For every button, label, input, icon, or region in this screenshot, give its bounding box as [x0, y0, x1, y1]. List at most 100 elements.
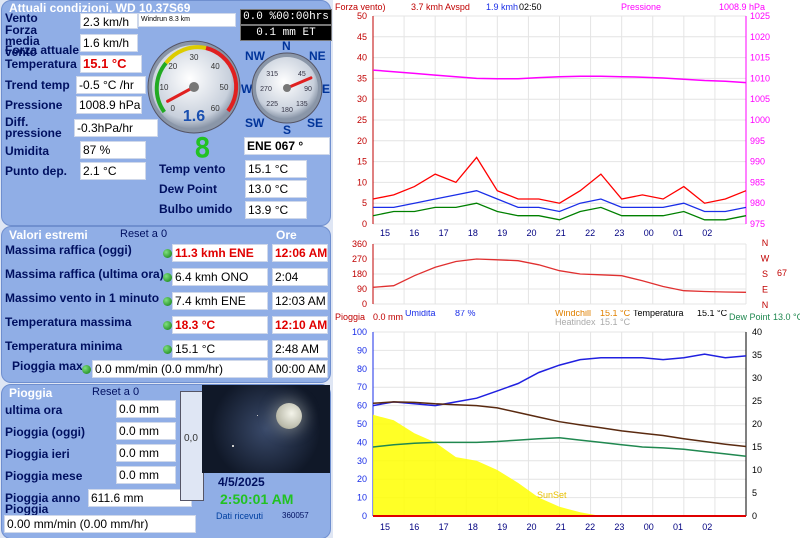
speed-gauge-tick-label: 40	[211, 62, 220, 71]
chart1-x-tick: 16	[409, 228, 419, 238]
chart1-right-tick: 980	[750, 198, 765, 208]
compass-w-label: W	[241, 82, 253, 96]
chart1-left-tick: 5	[362, 198, 367, 208]
chart1-left-tick: 40	[357, 53, 367, 63]
chart3-left-tick: 70	[357, 382, 367, 392]
rain-panel: Pioggia Reset a 0 ultima ora 0.0 mm Piog…	[1, 384, 331, 538]
speed-gauge-reading: 1.6	[183, 108, 205, 125]
speed-gauge-tick-label: 10	[160, 83, 169, 92]
chart3-humidity-value: 87 %	[455, 310, 476, 318]
chart3-dew-value: 13.0 °C	[773, 312, 800, 322]
chart2-left-tick: 360	[352, 239, 367, 249]
chart1-x-tick: 15	[380, 228, 390, 238]
chart1-right-tick: 1005	[750, 94, 770, 104]
chart2-direction-label: N	[762, 238, 769, 248]
rain-gauge-value: 0,0	[184, 433, 198, 444]
chart1-left-tick: 20	[357, 136, 367, 146]
uv-index-digit: 8	[194, 131, 211, 164]
chart3-x-tick: 21	[556, 522, 566, 532]
extreme-value: 15.1 °C	[172, 340, 268, 358]
extreme-time: 12:10 AM	[272, 316, 328, 334]
chart3-windchill-label: Windchill	[555, 310, 591, 318]
wind-pressure-chart-area: 0 5 10 15 20 25 30 35 40 45 50 975 980 985 990 995 1000 1…	[333, 0, 800, 242]
chart1-pressure-value: 1008.9 hPa	[719, 2, 765, 12]
chart1-right-tick: 1010	[750, 73, 770, 83]
extreme-label: Massimo vento in 1 minuto	[5, 291, 160, 305]
chart3-x-tick: 01	[673, 522, 683, 532]
rain-month-label: Pioggia mese	[5, 469, 83, 483]
status-time: 2:50:01 AM	[220, 491, 294, 507]
current-force-label: Forza attuale	[5, 43, 80, 57]
rain-reset-button[interactable]: Reset a 0	[92, 386, 140, 398]
windrun-value: Windrun 8.3 km	[138, 13, 236, 27]
chart3-temp-label: Temperatura	[633, 310, 684, 318]
chart2-direction-label: S	[762, 269, 768, 279]
rain-gauge-tube	[180, 391, 204, 501]
rain-et-box: 0.1 mm ET	[240, 25, 332, 41]
extreme-status-dot	[163, 321, 172, 330]
chart2-left-tick: 270	[352, 254, 367, 264]
chart3-x-tick: 15	[380, 522, 390, 532]
dewpoint-value: 13.0 °C	[245, 180, 307, 198]
trend-label: Trend temp	[5, 78, 70, 92]
compass-e-label: E	[322, 82, 331, 96]
moon-icon	[276, 403, 302, 429]
chart3-left-tick: 50	[357, 419, 367, 429]
chart3-x-tick: 22	[585, 522, 595, 532]
chart3-series-line	[372, 437, 747, 457]
rain-year-value: 611.6 mm	[88, 489, 192, 507]
chart3-x-tick: 20	[526, 522, 536, 532]
compass-s-label: S	[283, 123, 292, 137]
chart3-left-tick: 100	[352, 327, 367, 337]
chart3-x-tick: 16	[409, 522, 419, 532]
speed-gauge-tick-label: 20	[168, 62, 177, 71]
wind-value: 2.3 km/h	[80, 13, 138, 29]
chart1-x-tick: 00	[644, 228, 654, 238]
chart1-left-tick: 45	[357, 32, 367, 42]
extreme-value: 0.0 mm/min (0.0 mm/hr)	[92, 360, 268, 378]
chart1-avg-speed: 3.7 kmh Avspd	[411, 2, 470, 12]
chart1-left-tick: 25	[357, 115, 367, 125]
humidity-label: Umidita	[5, 144, 50, 158]
chart1-left-tick: 35	[357, 73, 367, 83]
chart1-right-tick: 995	[750, 136, 765, 146]
chart3-left-tick: 20	[357, 474, 367, 484]
extreme-status-dot	[82, 365, 91, 374]
chart3-right-tick: 15	[752, 442, 762, 452]
data-received-label: Dati ricevuti	[216, 511, 264, 521]
chart3-x-tick: 02	[702, 522, 712, 532]
chart1-x-tick: 20	[526, 228, 536, 238]
chart3-left-tick: 40	[357, 437, 367, 447]
chart3-left-tick: 90	[357, 345, 367, 355]
extremes-title: Valori estremi	[9, 228, 88, 242]
chart3-right-tick: 40	[752, 327, 762, 337]
chart1-x-tick: 18	[468, 228, 478, 238]
speed-gauge-tick-label: 0	[171, 104, 176, 113]
rain-rate-label: Pioggia	[5, 502, 49, 516]
chart3-x-tick: 19	[497, 522, 507, 532]
chart3-right-tick: 0	[752, 511, 757, 521]
rain-title: Pioggia	[9, 386, 53, 400]
temp-label: Temperatura	[5, 57, 77, 71]
wind-speed-gauge: 0 10 20 30 40 50 60 1.6	[147, 40, 241, 134]
chart1-pressure-label: Pressione	[621, 2, 661, 12]
compass-n-label: N	[282, 39, 291, 53]
extreme-value: 18.3 °C	[172, 316, 268, 334]
humidity-temperature-chart-area: 0 10 20 30 40 50 60 70 80 90 100 0 5 10 15 20 25 30 35 40 15…	[333, 308, 800, 538]
chart3-left-tick: 0	[362, 511, 367, 521]
extreme-value: 6.4 kmh ONO	[172, 268, 268, 286]
pressure-diff-label: Diff. pressione	[5, 115, 62, 140]
rain-yesterday-label: Pioggia ieri	[5, 447, 70, 461]
chart1-x-tick: 23	[614, 228, 624, 238]
chart1-left-tick: 50	[357, 11, 367, 21]
extremes-reset-button[interactable]: Reset a 0	[120, 228, 168, 240]
extreme-status-dot	[163, 345, 172, 354]
humidity-temperature-chart: 0102030405060708090100051015202530354015…	[335, 308, 800, 532]
chart1-series-line	[372, 156, 747, 204]
extreme-time: 2:48 AM	[272, 340, 328, 358]
chart1-left-tick: 10	[357, 177, 367, 187]
chart3-x-tick: 17	[439, 522, 449, 532]
windchill-label: Temp vento	[159, 162, 226, 176]
speed-gauge-tick-label: 60	[211, 104, 220, 113]
chart3-temp-value: 15.1 °C	[697, 310, 728, 318]
